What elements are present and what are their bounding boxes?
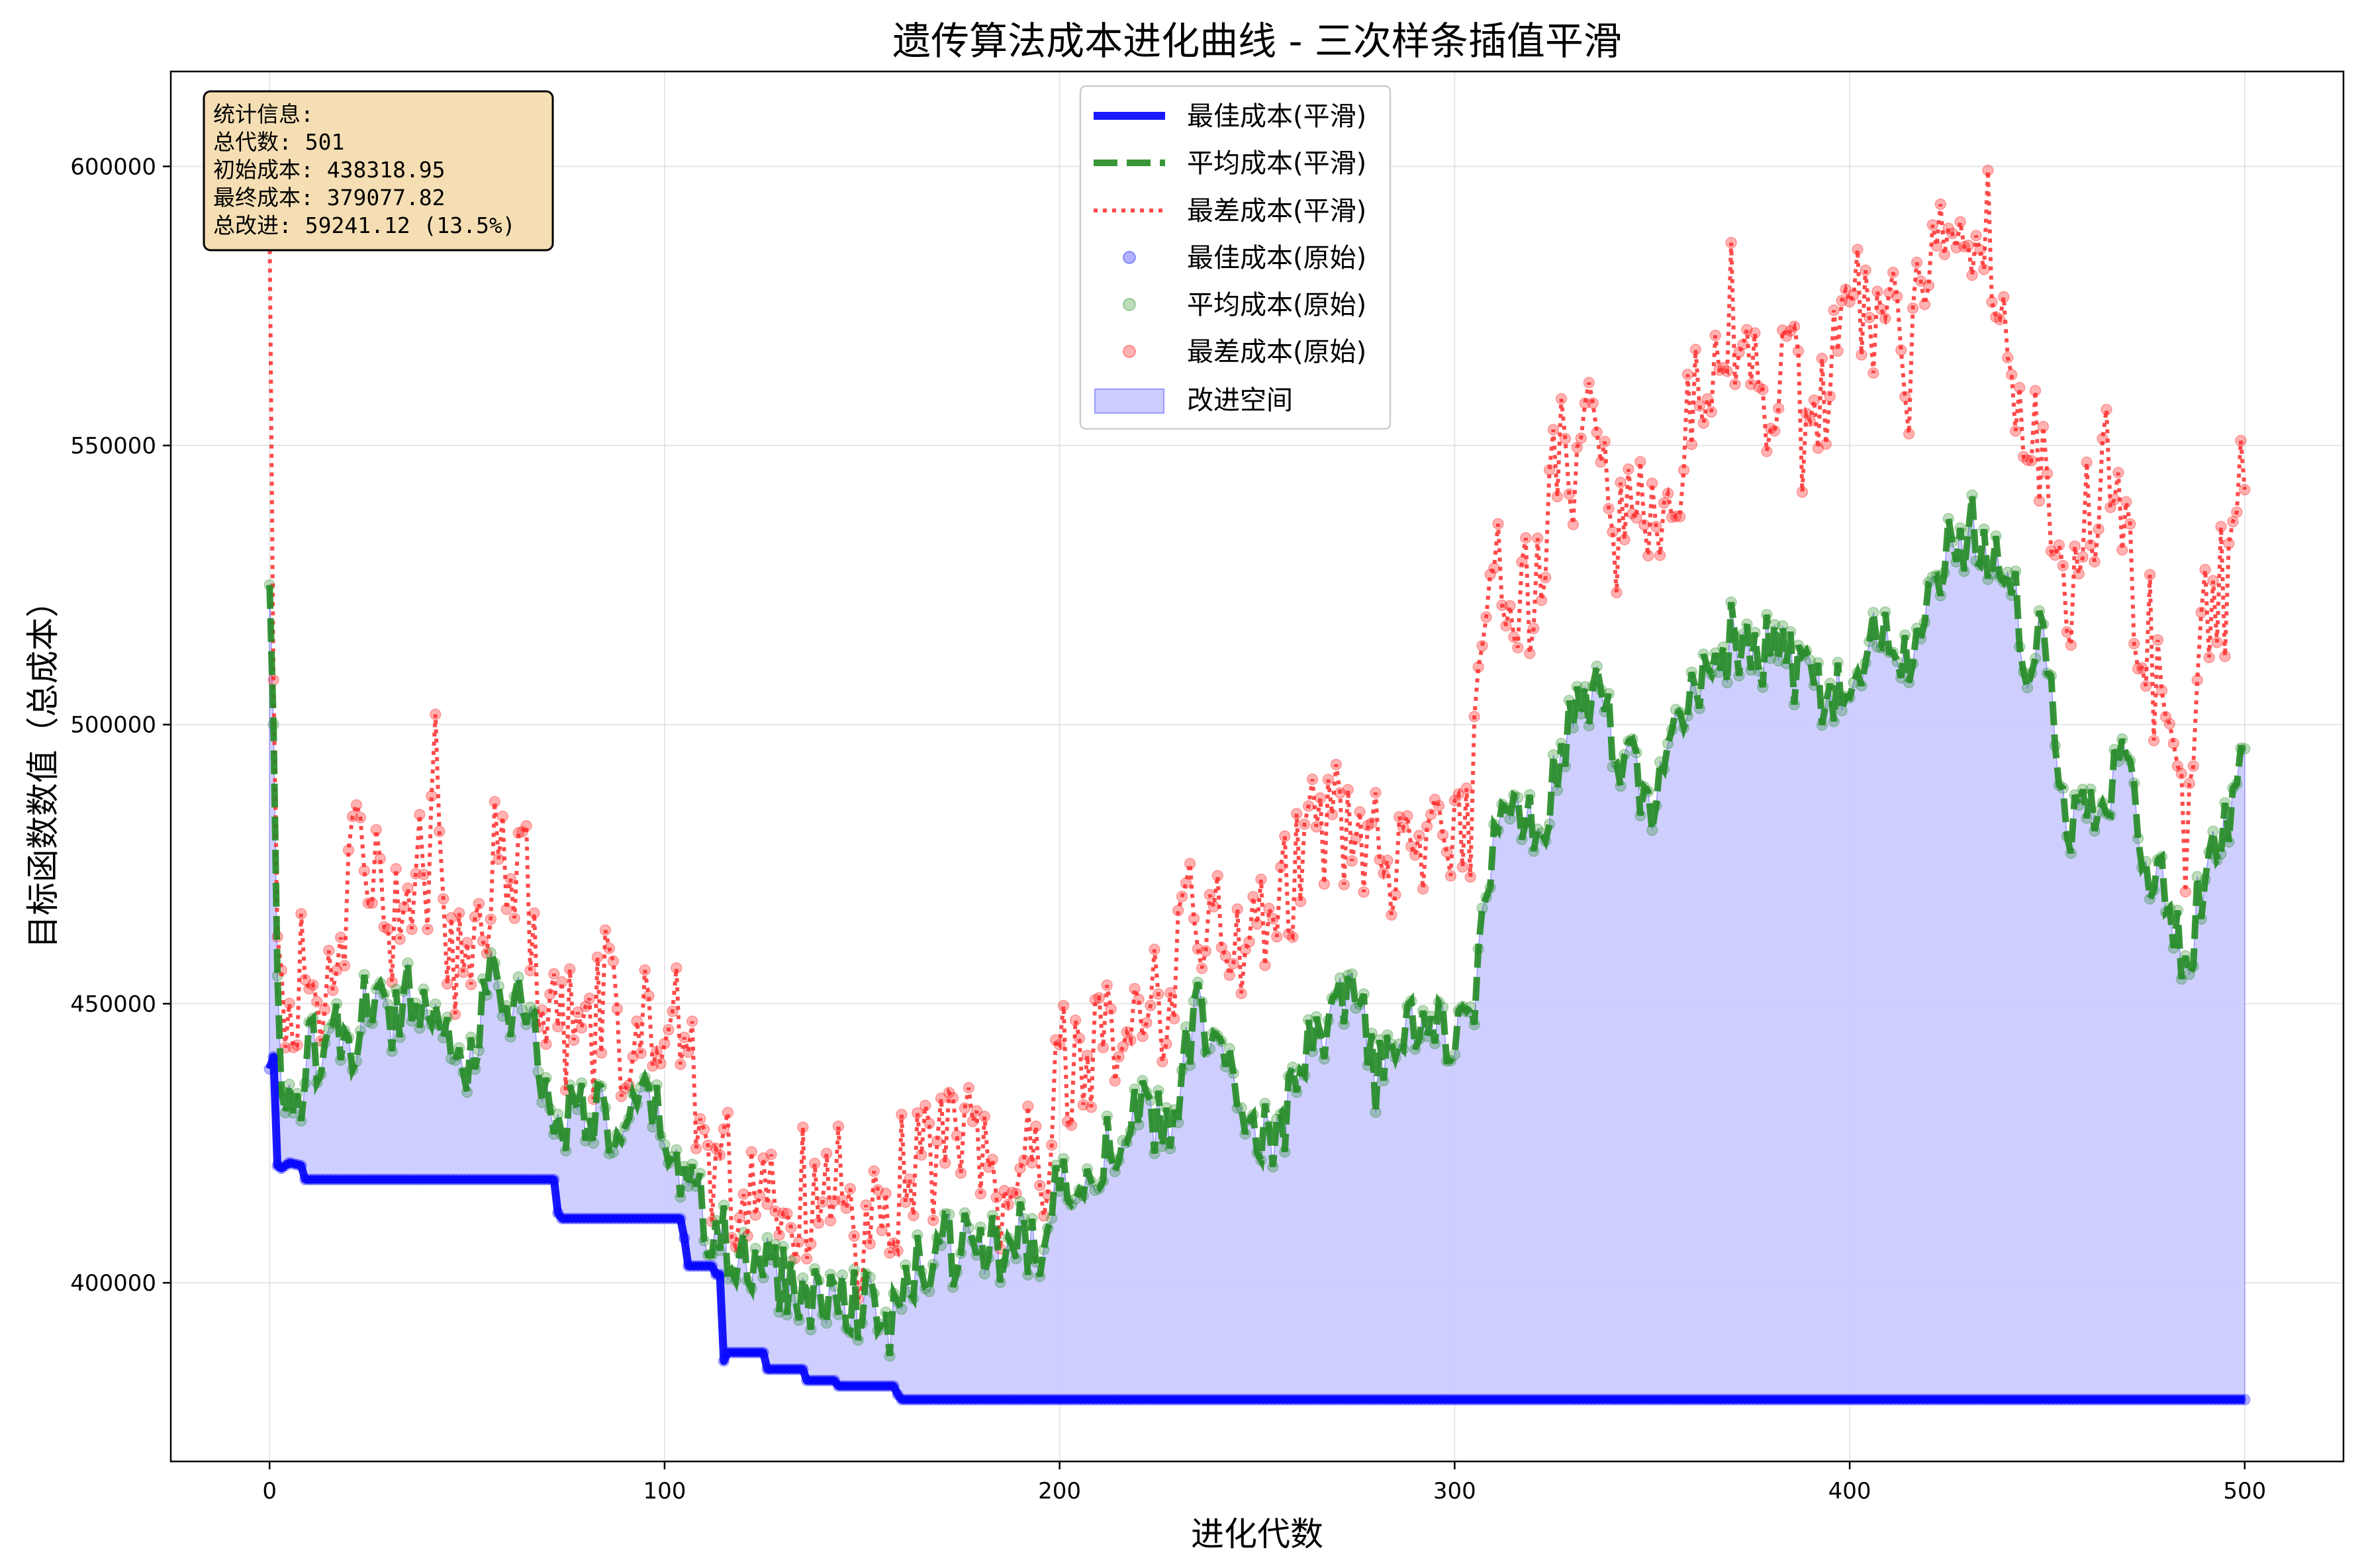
x-tick-label: 0: [262, 1478, 277, 1504]
x-tick-label: 500: [2223, 1478, 2266, 1504]
worst-raw-point: [1279, 830, 1291, 843]
y-tick-label: 400000: [70, 1270, 156, 1297]
avg-raw-point: [1547, 749, 1560, 761]
legend-swatch-fill: [1094, 389, 1164, 414]
x-tick-label: 300: [1433, 1478, 1476, 1504]
x-tick-label: 400: [1828, 1478, 1871, 1504]
x-axis-label: 进化代数: [1191, 1515, 1323, 1553]
legend-label-avg-raw: 平均成本(原始): [1187, 290, 1366, 320]
stats-line-1: 总代数: 501: [213, 129, 344, 155]
legend-swatch-worst-raw: [1123, 345, 1136, 358]
stats-line-0: 统计信息:: [213, 101, 314, 127]
worst-raw-point: [2104, 501, 2116, 514]
stats-line-4: 总改进: 59241.12 (13.5%): [213, 212, 516, 238]
stats-line-2: 初始成本: 438318.95: [213, 157, 446, 183]
y-tick-label: 550000: [70, 433, 156, 459]
worst-raw-point: [1942, 222, 1955, 234]
x-tick-label: 100: [643, 1478, 686, 1504]
x-tick-label: 200: [1038, 1478, 1081, 1504]
y-tick-label: 450000: [70, 991, 156, 1017]
legend-label-best-raw: 最佳成本(原始): [1187, 243, 1366, 273]
worst-raw-point: [2175, 767, 2188, 780]
y-tick-label: 600000: [70, 154, 156, 180]
legend-label-worst-smooth: 最差成本(平滑): [1187, 196, 1366, 226]
legend-swatch-best-raw: [1123, 251, 1136, 264]
legend: 最佳成本(平滑) 平均成本(平滑) 最差成本(平滑) 最佳成本(原始) 平均成本…: [1079, 85, 1392, 430]
legend-label-best-smooth: 最佳成本(平滑): [1187, 101, 1366, 132]
y-axis-label: 目标函数数值（总成本）: [24, 584, 62, 948]
legend-label-worst-raw: 最差成本(原始): [1187, 337, 1366, 367]
worst-raw-point: [2159, 711, 2172, 723]
worst-raw-point: [1018, 1154, 1030, 1166]
plot-area: [263, 164, 2251, 1406]
stats-box: 统计信息: 总代数: 501 初始成本: 438318.95 最终成本: 379…: [203, 90, 554, 252]
y-tick-label: 500000: [70, 712, 156, 739]
legend-label-fill: 改进空间: [1187, 385, 1293, 416]
worst-raw-point: [1366, 817, 1378, 829]
legend-label-avg-smooth: 平均成本(平滑): [1187, 148, 1366, 179]
chart-title: 遗传算法成本进化曲线 - 三次样条插值平滑: [892, 19, 1622, 64]
legend-swatch-avg-raw: [1123, 298, 1136, 311]
stats-line-3: 最终成本: 379077.82: [213, 185, 446, 210]
